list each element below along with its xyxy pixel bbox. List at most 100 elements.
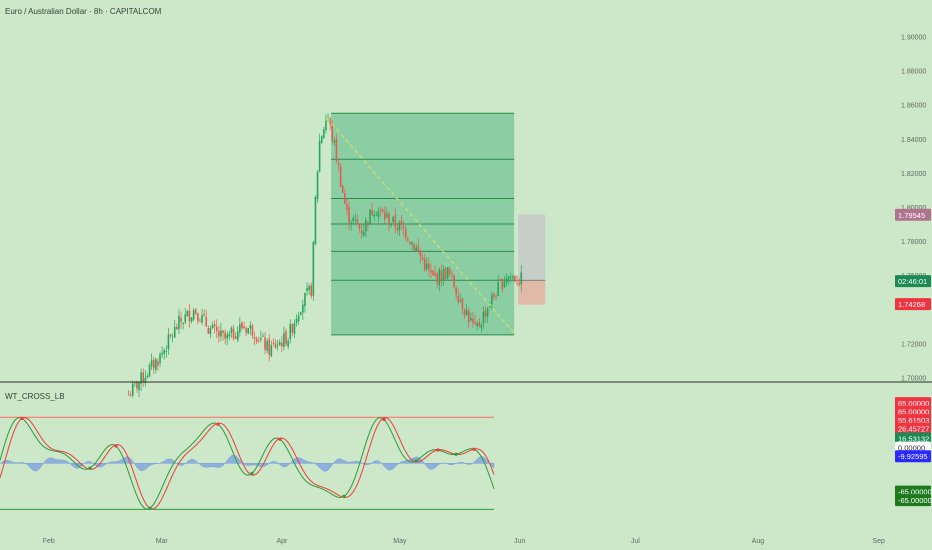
price-badge-countdown: 02:46:01 [895,275,931,288]
candle-body [386,214,388,217]
candle-body [352,218,355,222]
candle-body [180,317,182,322]
candle-body [157,361,159,366]
candle-body [255,338,258,342]
target-zone [518,214,546,281]
candle-body [486,308,489,317]
candle-body [367,221,369,226]
candle-body [316,171,319,199]
candle-body [247,328,250,334]
cross-dot [216,422,220,426]
candle-body [413,244,415,251]
price-badge-target: 1.79545 [895,208,931,221]
candle-body [253,337,256,339]
time-axis[interactable]: Feb Mar Apr May Jun Jul Aug Sep [43,538,885,545]
candle-body [161,352,163,355]
candle-body [421,257,424,260]
candle-body [369,209,371,225]
candle-body [127,394,130,396]
candle-body [417,245,420,251]
candle-body [239,324,241,333]
candle-body [236,331,239,341]
badge-box [895,298,931,311]
candle-body [476,323,478,327]
candle-body [436,273,439,284]
trend-line[interactable] [326,117,515,334]
candle-body [467,310,470,323]
candle-body [497,281,499,297]
candle-body [472,318,474,323]
candle-body [501,278,504,290]
symbol-title[interactable]: Euro / Australian Dollar · 8h · CAPITALC… [5,7,162,16]
candle-body [152,359,155,369]
candle-body [402,226,405,229]
candle-body [438,269,441,286]
long-position-tool[interactable] [508,214,546,305]
candle-body [199,321,201,323]
candle-body [455,287,457,295]
candle-body [232,328,235,339]
candle-body [287,340,289,347]
candle-body [348,207,350,223]
candle-body [514,276,516,282]
candle-body [163,350,166,354]
candle-body [129,394,132,396]
candle-body [224,332,226,339]
badge-label: 26.45727 [898,425,929,434]
indicator-badges: 65.0000065.0000055.6150326.4572716.53132… [895,397,932,507]
candle-body [461,298,464,309]
candle-body [262,335,264,337]
price-tick-label: 1.80000 [901,205,926,212]
badge-box [895,450,931,463]
cross-dot [382,417,386,422]
candle-body [205,316,208,327]
candle-body [499,279,502,281]
candle-body [184,314,187,323]
badge-box [895,432,931,445]
candle-body [176,326,178,330]
price-tick-label: 1.86000 [901,103,926,110]
candle-body [306,287,308,292]
candle-body [268,338,271,356]
candle-body [339,165,342,188]
candle-body [304,292,306,307]
candle-body [373,214,376,217]
badge-label: 1.74268 [898,300,925,309]
candle-body [314,196,317,245]
candle-body [148,365,151,377]
candle-body [190,317,193,322]
candle-body [308,286,310,291]
candle-body [425,263,428,270]
candle-body [482,312,485,324]
candle-body [505,278,508,283]
candle-body [278,342,281,346]
candle-body [173,327,176,338]
candle-body [354,218,357,220]
indicator-title[interactable]: WT_CROSS_LB [5,392,65,401]
candle-body [228,333,231,337]
candle-body [140,372,142,384]
candle-body [270,345,273,357]
candle-body [451,273,453,275]
fib-retracement[interactable] [331,112,515,336]
candle-body [150,360,153,367]
candle-body [131,383,134,396]
candle-body [428,263,430,270]
candle-body [167,334,170,350]
candle-body [440,270,443,281]
candle-body [350,222,352,224]
candle-body [400,220,403,225]
candle-body [211,324,214,329]
badge-label: 02:46:01 [898,277,927,286]
indicator-badge: 26.45727 [895,422,931,435]
candle-body [285,331,287,345]
candle-body [371,210,373,216]
price-tick-label: 1.78000 [901,239,926,246]
candle-body [365,220,367,232]
candle-body [335,139,338,162]
candle-body [388,213,390,226]
candle-body [312,241,315,296]
candle-body [302,304,304,313]
badge-label: 65.00000 [898,399,929,408]
